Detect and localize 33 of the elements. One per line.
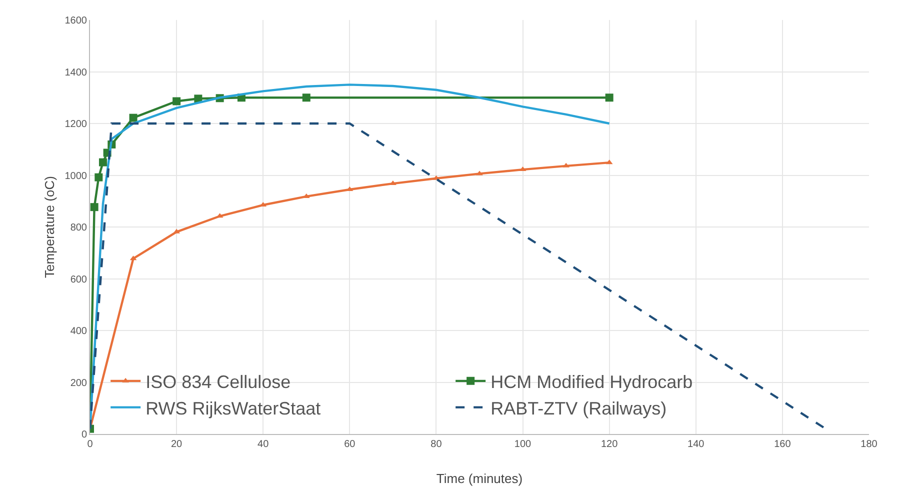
y-tick-label: 200 <box>70 378 88 389</box>
point <box>476 170 483 176</box>
x-tick-label: 160 <box>774 439 792 450</box>
point <box>605 94 614 102</box>
point <box>194 94 202 103</box>
point <box>129 114 138 122</box>
point <box>302 94 310 102</box>
x-tick-label: 100 <box>514 439 532 450</box>
x-tick-label: 60 <box>344 439 356 450</box>
point <box>94 173 103 182</box>
x-tick-label: 80 <box>430 439 442 450</box>
y-tick-label: 1200 <box>64 119 88 130</box>
point <box>90 203 98 212</box>
legend-label: HCM Modified Hydrocarb <box>490 372 693 392</box>
x-axis-title: Time (minutes) <box>436 471 523 486</box>
y-tick-label: 1400 <box>64 67 88 78</box>
y-tick-label: 0 <box>81 430 88 440</box>
y-tick-label: 1000 <box>64 170 88 182</box>
x-tick-label: 40 <box>258 439 270 450</box>
x-tick-label: 180 <box>860 439 878 450</box>
y-tick-label: 1600 <box>64 16 88 26</box>
y-tick-label: 600 <box>70 274 88 286</box>
legend-label: ISO 834 Cellulose <box>146 372 291 392</box>
legend-label: RWS RijksWaterStaat <box>146 398 321 418</box>
legend-label: RABT-ZTV (Railways) <box>490 398 667 418</box>
y-tick-label: 800 <box>70 222 88 234</box>
x-tick-label: 140 <box>688 439 705 450</box>
point <box>98 158 107 166</box>
x-tick-label: 120 <box>600 439 618 450</box>
point <box>172 97 181 106</box>
y-tick-label: 400 <box>70 326 88 337</box>
y-axis-title: Temperature (oC) <box>42 176 57 278</box>
x-tick-label: 20 <box>170 439 183 450</box>
